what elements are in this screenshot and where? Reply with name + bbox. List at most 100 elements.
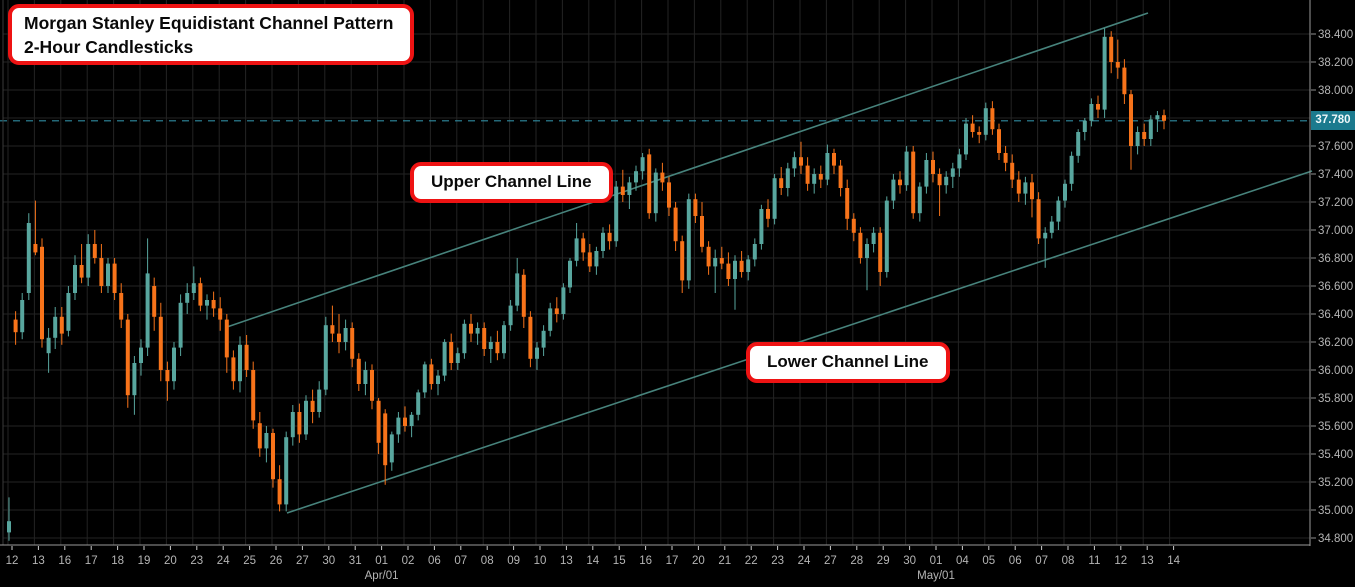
y-axis-label: 36.200 [1318,337,1353,349]
candle-body [535,347,539,359]
candle-body [317,389,322,412]
candle-body [898,179,902,186]
candle-body [990,108,995,130]
candle-body [924,160,929,187]
candle-body [964,123,968,155]
candle-body [475,328,480,334]
x-axis-label: 26 [270,555,283,567]
candle-body [792,157,797,169]
candle-body [1003,153,1008,163]
upper-channel-line[interactable] [226,12,1149,328]
candle-body [858,232,863,258]
candle-body [495,342,500,354]
candle-body [442,342,447,376]
candle-body [640,157,645,172]
candle-body [462,323,467,354]
candle-body [634,171,638,183]
candle-body [515,273,520,306]
x-axis-label: 22 [745,555,758,567]
candle-body [330,325,335,334]
x-axis-label: 20 [692,555,705,567]
x-axis[interactable]: 12 13 16 17 18 19 20 23 24 25 26 27 30 31 01 02 06 07 08 09… [6,546,1181,582]
candle-body [587,252,592,267]
candle-body [620,186,625,195]
y-axis-label: 36.600 [1318,281,1353,293]
candle-body [26,223,31,293]
candle-body [719,258,724,264]
y-axis-label: 35.000 [1318,505,1353,517]
candle-body [1162,115,1166,121]
x-axis-label: 16 [58,555,71,567]
candle-body [574,238,579,261]
candle-body [152,286,157,317]
candle-body [363,370,368,384]
x-axis-label: 29 [877,555,890,567]
candle-body [224,319,229,358]
candle-body [264,433,269,449]
y-axis-label: 37.200 [1318,197,1353,209]
candle-body [238,344,242,382]
candle-body [779,178,784,188]
candle-body [403,417,407,426]
candle-body [1023,182,1028,194]
candle-body [726,263,731,279]
grid [3,0,1310,545]
candle-body [865,244,869,258]
candle-body [614,186,619,242]
y-axis[interactable]: 38.40038.20038.00037.80037.60037.40037.2… [1311,29,1353,545]
x-axis-label: 23 [771,555,784,567]
y-axis-label: 35.200 [1318,477,1353,489]
candle-body [231,357,236,382]
candle-body [554,308,559,314]
title-line-1: Morgan Stanley Equidistant Channel Patte… [24,13,394,33]
candle-body [277,479,282,505]
candle-body [970,123,975,132]
x-axis-label: 06 [1009,555,1022,567]
x-axis-label: 11 [1088,555,1100,567]
candle-body [46,337,51,354]
candle-body [502,325,506,354]
candle-body [917,186,922,214]
y-axis-label: 38.400 [1318,29,1353,41]
y-axis-label: 36.400 [1318,309,1353,321]
x-axis-label: 30 [322,555,335,567]
candle-body [653,172,658,214]
x-axis-label: 28 [850,555,863,567]
candle-body [997,129,1001,153]
candle-body [211,300,216,309]
candle-body [1115,62,1120,68]
candle-body [1096,104,1100,110]
y-axis-label: 35.600 [1318,421,1353,433]
candle-body [878,232,883,272]
x-axis-label: 24 [217,555,230,567]
x-axis-label: 31 [349,555,362,567]
candle-body [818,174,823,180]
candle-body [1135,132,1140,146]
x-axis-label: 18 [111,555,124,567]
x-axis-label: 25 [243,555,256,567]
x-axis-label: 06 [428,555,441,567]
candle-body [343,328,348,342]
candle-body [356,358,361,384]
candle-body [1155,115,1160,120]
y-axis-label: 37.400 [1318,169,1353,181]
candle-body [139,347,143,363]
candle-body [977,132,982,135]
candle-body [40,246,44,340]
candle-body [1043,232,1048,239]
x-axis-label: 20 [164,555,177,567]
candle-body [1102,36,1107,110]
candle-body [752,244,757,260]
candle-body [607,232,612,242]
candle-body [158,316,163,370]
candle-body [455,353,460,363]
candle-body [805,165,810,184]
candle-body [482,328,487,349]
candle-body [1089,104,1094,121]
y-axis-label: 36.800 [1318,253,1353,265]
candle-body [145,273,150,348]
candle-body [931,160,935,174]
candle-body [337,333,341,342]
y-axis-label: 35.400 [1318,449,1353,461]
